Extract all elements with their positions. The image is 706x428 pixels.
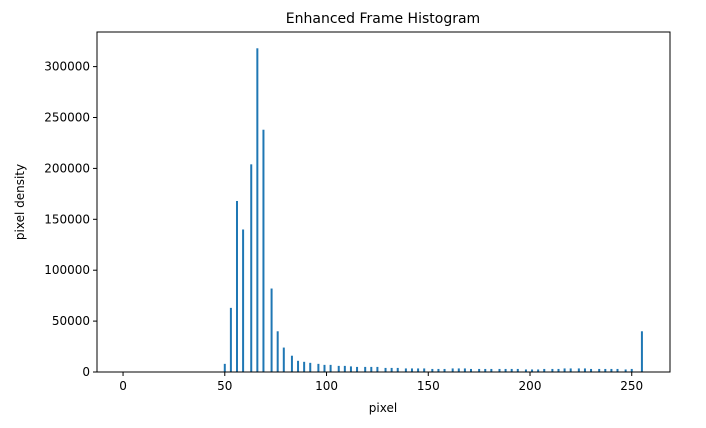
bar	[590, 368, 593, 372]
y-tick-label: 200000	[44, 161, 90, 175]
y-tick-label: 300000	[44, 60, 90, 74]
bar	[404, 368, 407, 372]
bar	[282, 347, 285, 372]
bar	[317, 363, 320, 372]
bar	[598, 368, 601, 372]
bar	[624, 369, 627, 372]
bar	[569, 368, 572, 372]
y-axis-label: pixel density	[13, 164, 27, 240]
bar	[309, 362, 312, 372]
chart-title: Enhanced Frame Histogram	[286, 11, 480, 27]
bar	[640, 331, 643, 372]
bar	[543, 368, 546, 372]
x-tick-label: 100	[315, 379, 338, 393]
bar	[531, 369, 534, 372]
bar	[423, 368, 426, 372]
bar	[469, 368, 472, 372]
bar	[610, 368, 613, 372]
bar	[356, 366, 359, 372]
bar	[604, 368, 607, 372]
bar	[364, 366, 367, 372]
plot-frame	[96, 31, 671, 373]
bar	[551, 368, 554, 372]
bar	[457, 368, 460, 372]
bar	[410, 368, 413, 372]
bar	[616, 368, 619, 372]
bar	[437, 368, 440, 372]
bar	[463, 368, 466, 372]
x-tick-label: 0	[119, 379, 127, 393]
bar	[504, 368, 507, 372]
bar	[384, 367, 387, 372]
bar	[276, 331, 279, 372]
bar	[490, 368, 493, 372]
bar	[297, 360, 300, 372]
bar	[537, 369, 540, 372]
bar	[577, 368, 580, 372]
x-tick-label: 150	[417, 379, 440, 393]
bar	[443, 368, 446, 372]
bar	[498, 368, 501, 372]
bar	[417, 368, 420, 372]
bar	[583, 368, 586, 372]
bar	[563, 368, 566, 372]
x-tick-label: 250	[620, 379, 643, 393]
bar	[250, 164, 253, 372]
y-tick-label: 150000	[44, 212, 90, 226]
bar	[478, 368, 481, 372]
y-tick-label: 100000	[44, 263, 90, 277]
bar	[329, 364, 332, 372]
bar	[303, 361, 306, 372]
bar	[390, 367, 393, 372]
bar	[343, 365, 346, 372]
bar	[262, 129, 265, 372]
bar	[431, 368, 434, 372]
bar	[484, 368, 487, 372]
bar	[337, 365, 340, 372]
y-tick-label: 250000	[44, 111, 90, 125]
y-tick-label: 50000	[52, 314, 90, 328]
bar	[370, 366, 373, 372]
x-axis-label: pixel	[369, 401, 397, 415]
x-tick-label: 50	[217, 379, 232, 393]
bar	[229, 307, 232, 372]
bar	[270, 288, 273, 372]
bar	[516, 368, 519, 372]
bar	[451, 368, 454, 372]
bar	[349, 366, 352, 372]
bar	[235, 200, 238, 372]
bar	[256, 48, 259, 373]
bar	[290, 355, 293, 372]
bar	[557, 368, 560, 372]
y-tick-label: 0	[82, 365, 90, 379]
bar	[524, 369, 527, 372]
bar	[223, 363, 226, 372]
bar	[510, 368, 513, 372]
bar	[376, 366, 379, 372]
x-tick-label: 200	[519, 379, 542, 393]
bar	[323, 364, 326, 372]
bar	[396, 367, 399, 372]
bar	[242, 229, 245, 372]
bar	[630, 368, 633, 372]
